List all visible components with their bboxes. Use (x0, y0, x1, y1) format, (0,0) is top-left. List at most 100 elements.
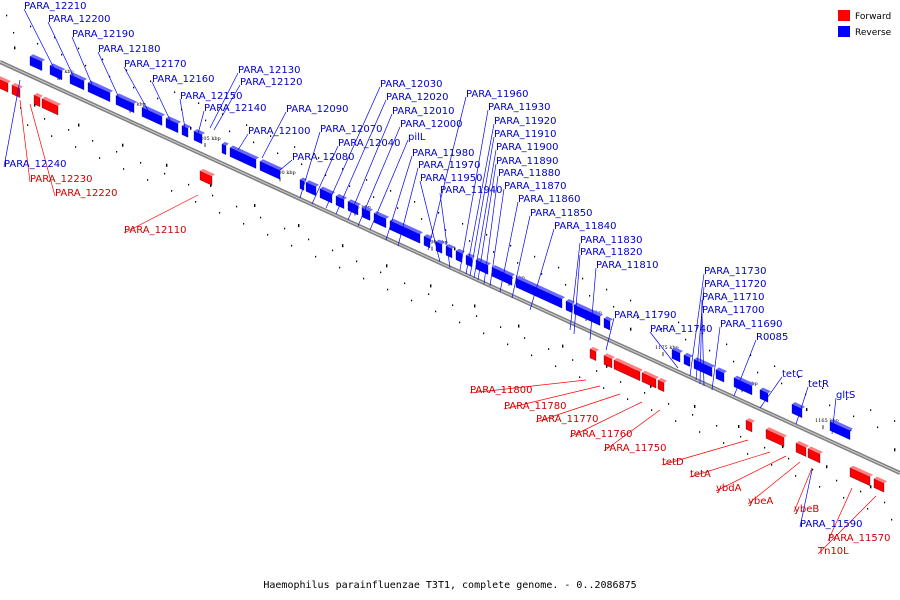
reverse-gene (373, 213, 387, 229)
scale-dot (61, 53, 63, 56)
gene-top-face (672, 347, 683, 354)
scale-dot (291, 244, 293, 247)
reverse-gene (115, 95, 135, 113)
scale-dot (870, 409, 872, 411)
scale-dot (699, 431, 701, 433)
gene-label: R0085 (756, 332, 788, 343)
leader-line (197, 110, 205, 135)
leader-line (569, 401, 643, 438)
feature-labels: PARA_12210 PARA_12200 PARA_12190 PARA_12180… (4, 1, 890, 557)
scale-dot (339, 266, 341, 269)
leader-line (573, 254, 581, 335)
scale-dot (877, 426, 879, 429)
gene-top-face (516, 276, 565, 300)
gene-label: PARA_12040 (338, 138, 400, 149)
scale-dot (284, 227, 286, 230)
gene-label: PARA_12080 (292, 152, 354, 163)
leader-line (499, 201, 519, 293)
gene-top-face (336, 193, 347, 200)
leader-line (661, 439, 749, 466)
gene-label: PARA_11760 (570, 429, 632, 440)
gene-label: PARA_12070 (320, 124, 382, 135)
scale-dot (390, 190, 392, 192)
leader-line (469, 136, 495, 277)
gene-label: tetD (662, 457, 684, 468)
scale-dot (253, 141, 255, 144)
scale-tick (894, 448, 896, 452)
scale-tick (562, 344, 564, 348)
gene-label: Tn10L (817, 546, 849, 557)
gene-top-face (30, 54, 45, 62)
gene-label: PARA_11720 (704, 279, 766, 290)
forward-gene (849, 467, 871, 487)
scale-dot (277, 152, 279, 155)
scale-dot (20, 107, 22, 109)
gene-label: PARA_11740 (650, 324, 712, 335)
forward-gene (11, 84, 21, 98)
scale-tick (122, 143, 124, 147)
gene-label: PARA_11880 (498, 168, 560, 179)
gene-label: PARA_12010 (392, 106, 454, 117)
scale-dot (75, 146, 77, 148)
scale-dot (195, 201, 197, 203)
gene-label: PARA_11750 (604, 443, 666, 454)
gene-label: PARA_12140 (204, 103, 266, 114)
scale-tick (630, 327, 632, 331)
scale-dot (630, 299, 632, 302)
leader-line (733, 339, 757, 397)
gene-label: PARA_11820 (580, 247, 642, 258)
scale-tick (694, 404, 696, 408)
gene-top-face (166, 116, 181, 124)
scale-dot (493, 251, 495, 253)
scale-dot (517, 262, 519, 264)
forward-gene (765, 429, 785, 447)
scale-dot (13, 31, 15, 34)
gene-label: PARA_11870 (504, 181, 566, 192)
scale-tick (518, 324, 520, 328)
scale-dot (668, 403, 670, 405)
leader-line (701, 312, 705, 387)
scale-tick (78, 123, 80, 127)
gene-top-face (142, 105, 165, 117)
leader-line (97, 51, 121, 101)
scale-tick (806, 408, 808, 412)
leader-line (123, 66, 151, 115)
scale-dot (150, 80, 152, 83)
gene-top-face (436, 239, 445, 245)
scale-dot (486, 233, 488, 236)
scale-dot (198, 102, 200, 105)
scale-dot (606, 288, 608, 291)
leader-line (213, 84, 241, 131)
gene-top-face (348, 199, 361, 206)
gene-label: PARA_11770 (536, 414, 598, 425)
gene-label: PARA_12150 (180, 91, 242, 102)
leader-line (747, 461, 801, 505)
leader-line (325, 86, 381, 209)
gene-top-face (614, 357, 643, 372)
forward-gene (641, 372, 657, 389)
gene-top-face (716, 367, 727, 374)
gene-label: tetC (782, 369, 803, 380)
gene-label: PARA_11690 (720, 319, 782, 330)
scale-dot (771, 464, 773, 466)
leader-line (179, 98, 186, 129)
gene-top-face (200, 168, 215, 177)
gene-top-face (194, 129, 205, 135)
scale-dot (123, 168, 125, 170)
scale-dot (260, 216, 262, 219)
gene-top-face (734, 375, 755, 386)
reverse-gene (423, 235, 431, 249)
scale-dot (733, 360, 735, 363)
leader-line (817, 495, 877, 555)
gene-label: PARA_11950 (420, 173, 482, 184)
scale-dot (267, 233, 269, 236)
scale-dot (387, 288, 389, 291)
scale-dot (421, 218, 423, 220)
scale-dot (795, 475, 797, 477)
scale-dot (558, 266, 560, 269)
legend-reverse-swatch (838, 26, 850, 37)
gene-label: PARA_12090 (286, 104, 348, 115)
reverse-gene (671, 349, 681, 363)
gene-label: PARA_12200 (48, 14, 110, 25)
gene-label: PARA_11590 (800, 519, 862, 530)
